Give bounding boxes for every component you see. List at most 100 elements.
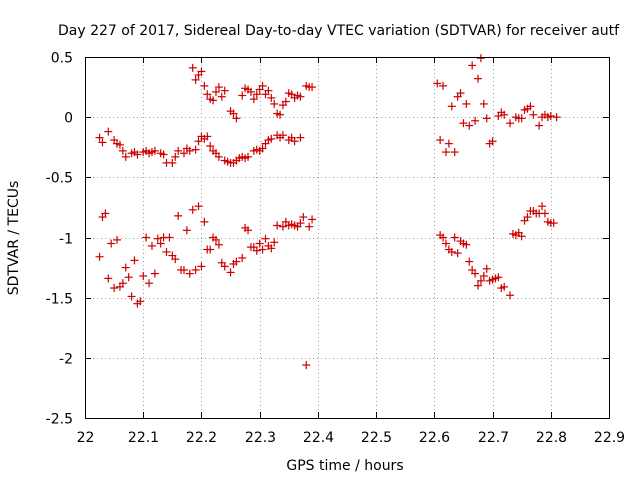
data-point — [439, 81, 448, 90]
data-point — [101, 209, 110, 218]
data-point — [255, 239, 264, 248]
y-tick-label: -0.5 — [46, 171, 73, 187]
data-point — [142, 233, 151, 242]
data-point — [278, 222, 287, 231]
data-point — [471, 269, 480, 278]
data-point — [517, 232, 526, 241]
data-point — [212, 87, 220, 96]
data-point — [185, 146, 194, 155]
data-point — [95, 133, 104, 142]
data-point — [439, 233, 448, 242]
data-point — [270, 99, 279, 108]
data-point — [249, 95, 258, 104]
data-point — [197, 262, 206, 271]
data-point — [538, 202, 547, 211]
data-point — [246, 87, 255, 96]
data-point — [165, 233, 174, 242]
x-tick-label: 22.3 — [245, 430, 276, 446]
data-point — [308, 83, 317, 92]
data-point — [252, 90, 261, 99]
data-point — [188, 205, 197, 214]
data-point — [182, 226, 191, 235]
data-point — [133, 150, 142, 159]
data-point — [220, 262, 229, 271]
data-point — [450, 233, 459, 242]
y-tick-label: -1.5 — [46, 292, 73, 308]
data-point — [191, 265, 200, 274]
data-point — [462, 99, 471, 108]
data-point — [150, 146, 159, 155]
data-point — [552, 113, 561, 122]
data-point — [127, 292, 136, 301]
x-tick-label: 22.4 — [303, 430, 334, 446]
data-point — [465, 121, 474, 130]
data-point — [308, 215, 317, 224]
x-tick-label: 22.7 — [478, 430, 509, 446]
data-point — [290, 137, 299, 146]
data-point — [220, 86, 229, 95]
data-point — [494, 273, 503, 282]
x-tick-label: 22.9 — [594, 430, 625, 446]
data-point — [107, 239, 116, 248]
data-point — [302, 361, 311, 370]
y-tick-label: -2 — [59, 352, 73, 368]
data-point — [305, 222, 314, 231]
data-point — [124, 273, 133, 282]
data-point — [139, 272, 148, 281]
data-point — [203, 90, 212, 99]
y-tick-label: -2.5 — [46, 412, 73, 428]
data-point — [191, 145, 200, 154]
data-point — [244, 152, 253, 161]
data-point — [444, 139, 453, 148]
data-point — [95, 252, 104, 261]
data-point — [500, 110, 509, 119]
data-point — [276, 110, 285, 119]
data-point — [258, 81, 267, 90]
data-point — [436, 136, 445, 145]
data-point — [535, 121, 544, 130]
x-axis-label: GPS time / hours — [286, 458, 403, 474]
data-point — [273, 221, 282, 230]
data-point — [456, 89, 465, 98]
data-point — [267, 134, 276, 143]
data-point — [168, 158, 177, 167]
data-point — [441, 239, 450, 248]
data-point — [194, 202, 203, 211]
data-point — [238, 253, 247, 262]
tick-layer: 22 22.1 22.2 22.3 22.4 22.5 22.6 22.7 22.8 22.9 0.… — [46, 51, 625, 447]
data-point — [244, 226, 253, 235]
data-point — [130, 256, 139, 265]
data-point — [209, 96, 218, 105]
data-point — [150, 269, 159, 278]
data-point — [145, 279, 154, 288]
data-point — [471, 116, 480, 125]
data-point — [500, 282, 509, 291]
data-point — [441, 148, 450, 157]
data-point — [296, 92, 305, 101]
data-point — [482, 114, 491, 123]
data-point — [258, 144, 267, 153]
data-point — [549, 219, 558, 228]
data-point — [147, 241, 156, 250]
data-point — [185, 269, 194, 278]
data-point — [188, 63, 197, 72]
data-point — [232, 114, 241, 123]
data-point — [214, 240, 223, 249]
data-point — [267, 93, 276, 102]
plot-frame — [85, 57, 610, 419]
data-point — [179, 149, 188, 158]
data-point — [200, 81, 209, 90]
data-point — [191, 75, 200, 84]
data-point — [447, 102, 456, 111]
data-point — [264, 86, 273, 95]
data-point — [159, 150, 168, 159]
data-point — [450, 148, 459, 157]
data-point — [197, 67, 206, 76]
data-point — [482, 264, 491, 273]
data-point — [203, 132, 212, 141]
data-point — [296, 219, 305, 228]
data-point — [238, 91, 247, 100]
data-point — [136, 297, 145, 306]
